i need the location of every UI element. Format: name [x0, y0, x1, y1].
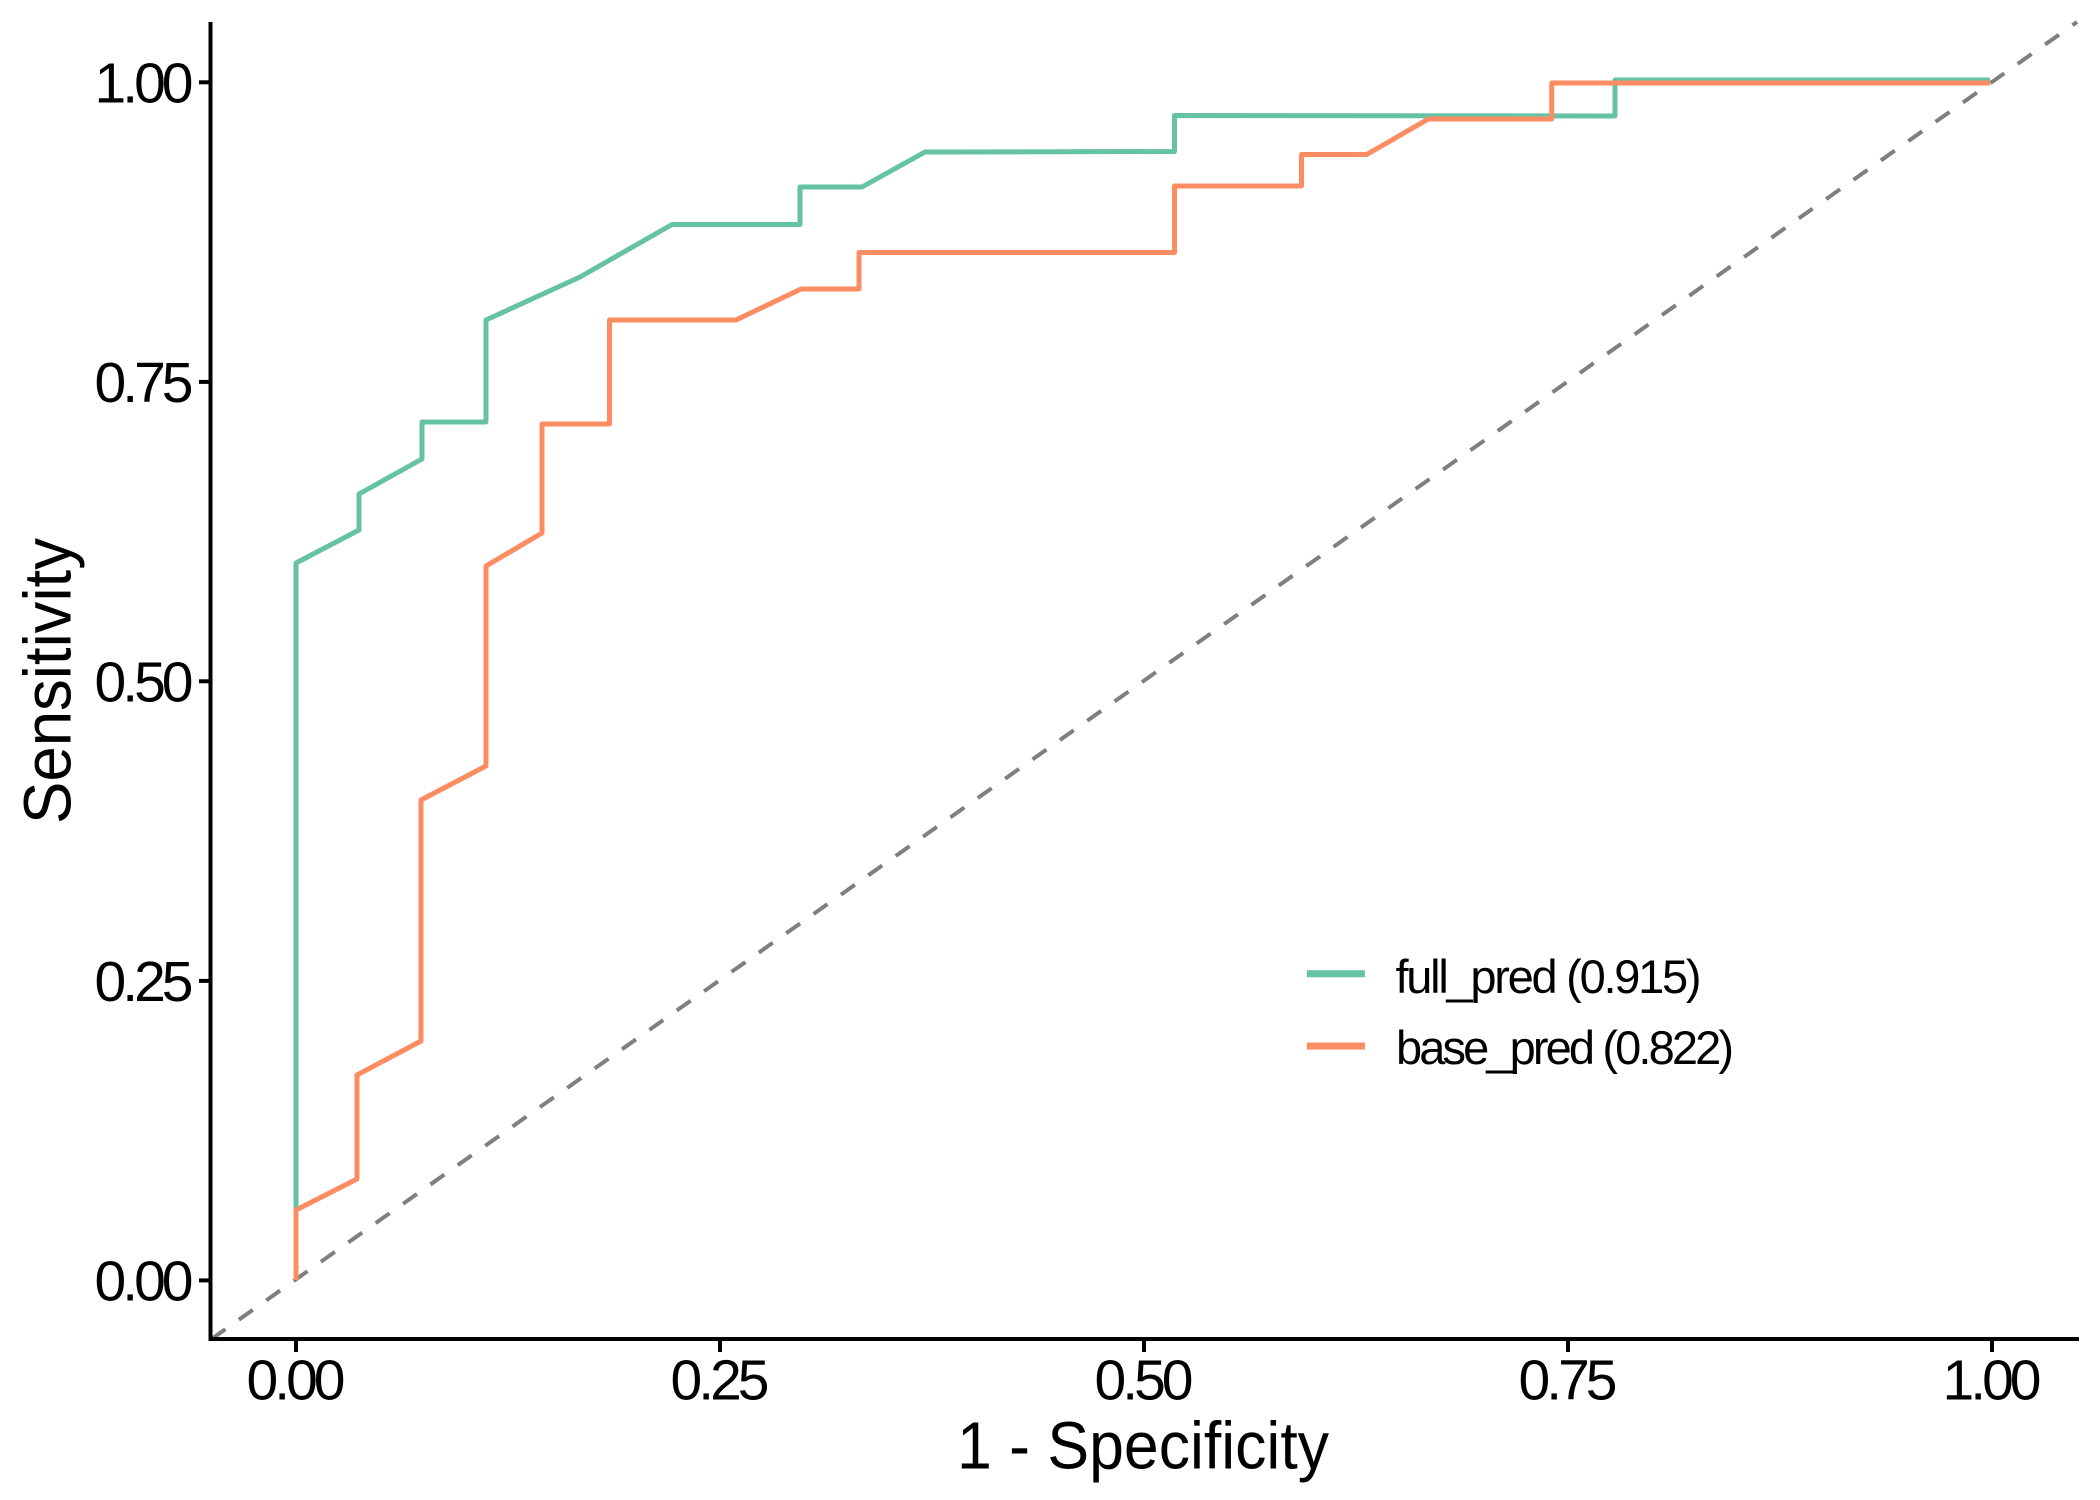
svg-text:Sensitivity: Sensitivity — [11, 538, 86, 824]
svg-text:full_pred (0.915): full_pred (0.915) — [1396, 950, 1702, 1003]
svg-text:0.00: 0.00 — [247, 1349, 346, 1413]
svg-text:0.25: 0.25 — [95, 950, 194, 1014]
svg-text:0.75: 0.75 — [95, 351, 194, 415]
svg-text:0.75: 0.75 — [1519, 1349, 1618, 1413]
svg-text:0.50: 0.50 — [1095, 1349, 1194, 1413]
svg-text:1.00: 1.00 — [1943, 1349, 2042, 1413]
svg-text:1.00: 1.00 — [95, 52, 194, 116]
svg-text:0.00: 0.00 — [95, 1250, 194, 1314]
svg-text:0.50: 0.50 — [95, 651, 194, 715]
svg-text:base_pred (0.822): base_pred (0.822) — [1396, 1021, 1734, 1074]
svg-text:1 - Specificity: 1 - Specificity — [957, 1409, 1329, 1484]
svg-text:0.25: 0.25 — [671, 1349, 770, 1413]
